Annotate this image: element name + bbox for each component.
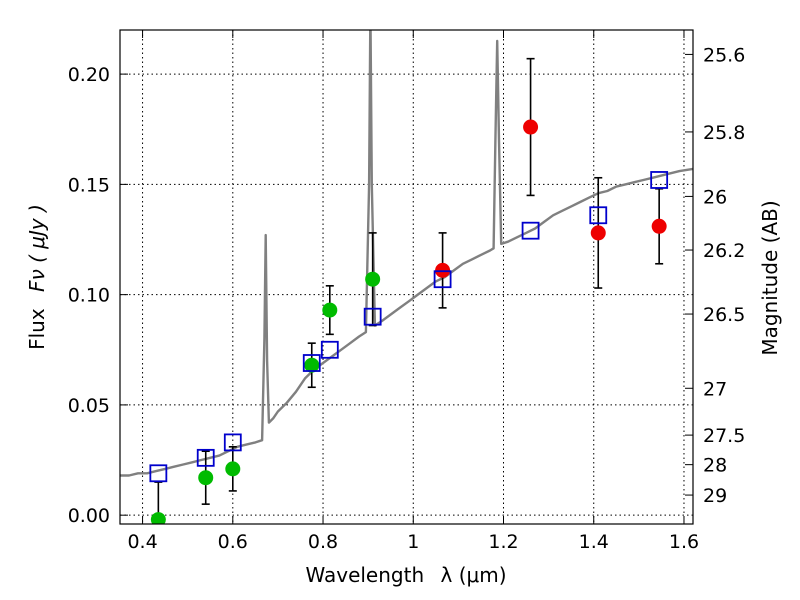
y-tick-label: 0.05 [68, 395, 110, 417]
x-axis-label-text: Wavelength [305, 563, 424, 587]
y-tick-label: 0.00 [68, 505, 110, 527]
mag-tick-label: 26.2 [703, 240, 745, 262]
model-photometry-square [302, 354, 321, 372]
y-axis-label: Flux Fν ( μJy ) [25, 204, 49, 350]
plot-frame [119, 29, 694, 525]
x-tick-label: 0.8 [308, 531, 338, 553]
y2-axis-label: Magnitude (AB) [758, 200, 782, 355]
x-axis-label-math: λ (μm) [441, 563, 507, 587]
x-tick-label: 1.6 [669, 531, 699, 553]
green-data-point [322, 302, 338, 318]
model-photometry-square [521, 221, 540, 240]
mag-tick-label: 26.5 [703, 304, 745, 326]
model-photometry-square [650, 171, 669, 189]
y-tick-label: 0.20 [68, 64, 110, 86]
axes-ticks: 0.4 0.6 0.8 1 1.2 1.4 1.6 0.00 0.05 0.10 0.15 0.20 2… [68, 30, 745, 553]
x-tick-label: 1.4 [579, 531, 609, 553]
x-tick-label: 0.6 [218, 531, 248, 553]
red-data-point [651, 218, 667, 234]
model-photometry-square [433, 270, 452, 289]
grid [120, 30, 693, 524]
x-tick-label: 1.2 [488, 531, 518, 553]
model-photometry-square [589, 206, 608, 225]
model-photometry-square [320, 340, 339, 359]
x-axis-label: Wavelength λ (μm) [305, 563, 506, 587]
y-tick-label: 0.15 [68, 174, 110, 196]
red-data-point [590, 225, 606, 241]
green-data-point [304, 357, 320, 373]
mag-tick-label: 28 [703, 455, 727, 477]
model-photometry-square [149, 464, 168, 483]
green-data-point [225, 461, 241, 477]
y-tick-label: 0.10 [68, 285, 110, 307]
x-tick-label: 0.4 [127, 531, 157, 553]
y-axis-label-text: Flux [25, 308, 49, 350]
mag-tick-label: 29 [703, 485, 727, 507]
mag-tick-label: 27.5 [703, 425, 745, 447]
plot-area [120, 30, 693, 524]
model-photometry-square [363, 307, 382, 326]
red-data-point [523, 119, 539, 135]
green-data-point [365, 271, 381, 287]
model-photometry-square [223, 433, 242, 452]
green-data-point [150, 512, 166, 524]
green-data-point [198, 470, 214, 486]
mag-tick-label: 26 [703, 186, 727, 208]
mag-tick-label: 27 [703, 378, 727, 400]
mag-tick-label: 25.6 [703, 44, 745, 66]
mag-tick-label: 25.8 [703, 122, 745, 144]
model-photometry-square [196, 448, 215, 467]
x-tick-label: 1 [407, 531, 419, 553]
y-axis-label-math: Fν ( μJy ) [25, 204, 49, 292]
